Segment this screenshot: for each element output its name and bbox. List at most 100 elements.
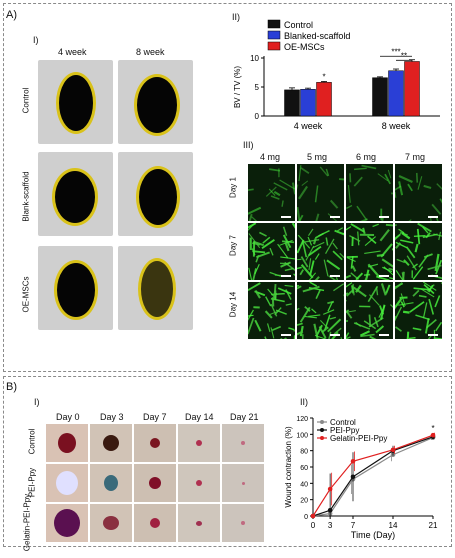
photo-row-gelatin-text: Gelatin-PEI-Ppy xyxy=(23,488,32,558)
wound-photo xyxy=(178,424,220,462)
line-y-axis-label: Wound contraction (%) xyxy=(284,426,293,508)
line-series xyxy=(313,438,433,516)
line-y-tick-label: 0 xyxy=(304,514,308,521)
fluorescence-image xyxy=(248,282,295,339)
wound-area xyxy=(196,521,202,526)
photo-col-day3: Day 3 xyxy=(100,413,124,422)
scan-row-oemscs: OE-MSCs xyxy=(22,273,31,317)
scan-blank-4week xyxy=(38,152,113,236)
panel-a-sub1-label: I) xyxy=(33,36,39,45)
bar-category-label: 8 week xyxy=(382,121,411,131)
wound-area xyxy=(150,438,160,448)
scale-bar xyxy=(428,216,438,218)
bar-y-tick-label: 5 xyxy=(255,83,260,92)
bar-y-tick-label: 0 xyxy=(255,112,260,121)
line-legend-marker xyxy=(320,436,324,440)
scan-col-8week: 8 week xyxy=(136,48,165,57)
photo-row-control: Control xyxy=(28,422,37,462)
line-point xyxy=(311,514,316,519)
bar xyxy=(373,78,388,116)
scale-bar xyxy=(330,334,340,336)
wound-photo xyxy=(222,424,264,462)
fluorescence-image xyxy=(248,223,295,280)
line-point xyxy=(328,487,333,492)
line-x-tick-label: 21 xyxy=(429,521,438,530)
scale-bar xyxy=(330,216,340,218)
line-point xyxy=(328,508,333,513)
scan-blank-8week xyxy=(118,152,193,236)
fluorescence-image xyxy=(346,164,393,221)
bar-legend-swatch xyxy=(268,31,280,39)
wound-photo xyxy=(222,504,264,542)
wound-photo xyxy=(46,424,88,462)
wound-photo-grid xyxy=(46,424,262,544)
wound-area xyxy=(241,521,245,525)
scan-col-4week: 4 week xyxy=(58,48,87,57)
scan-oemscs-8week xyxy=(118,246,193,330)
fluor-col-5mg: 5 mg xyxy=(307,153,327,162)
fluorescence-image xyxy=(395,164,442,221)
line-x-tick-label: 14 xyxy=(389,521,398,530)
fluor-col-7mg: 7 mg xyxy=(405,153,425,162)
wound-photo xyxy=(134,504,176,542)
wound-photo xyxy=(222,464,264,502)
photo-col-day14: Day 14 xyxy=(185,413,214,422)
line-annotation: * xyxy=(431,424,434,433)
scale-bar xyxy=(281,216,291,218)
fluorescence-image xyxy=(346,223,393,280)
wound-area xyxy=(196,480,202,486)
line-series xyxy=(313,435,433,516)
bar xyxy=(405,61,420,116)
photo-col-day7: Day 7 xyxy=(143,413,167,422)
line-x-tick-label: 7 xyxy=(351,521,356,530)
line-point xyxy=(351,459,356,464)
line-y-tick-label: 40 xyxy=(300,481,308,488)
wound-photo xyxy=(178,464,220,502)
scale-bar xyxy=(379,275,389,277)
panel-a-label: A) xyxy=(6,10,17,21)
fluorescence-grid xyxy=(248,164,443,344)
bar-annotation: ** xyxy=(401,51,407,60)
bar xyxy=(285,90,300,116)
line-y-tick-label: 60 xyxy=(300,465,308,472)
fluorescence-image xyxy=(248,164,295,221)
fluorescence-image xyxy=(346,282,393,339)
bar xyxy=(389,71,404,116)
wound-photo xyxy=(90,464,132,502)
bar-legend-swatch xyxy=(268,20,280,28)
line-y-tick-label: 20 xyxy=(300,498,308,505)
wound-area xyxy=(58,433,76,453)
fluor-row-day14: Day 14 xyxy=(229,287,238,323)
bar-annotation: * xyxy=(322,72,325,81)
wound-photo xyxy=(46,504,88,542)
photo-col-day0: Day 0 xyxy=(56,413,80,422)
line-point xyxy=(431,433,436,438)
scan-control-4week xyxy=(38,60,113,144)
wound-area xyxy=(149,477,161,489)
bar-y-tick-label: 10 xyxy=(250,54,259,63)
bar-category-label: 4 week xyxy=(294,121,323,131)
wound-area xyxy=(103,516,119,530)
scale-bar xyxy=(281,334,291,336)
line-y-tick-label: 100 xyxy=(296,432,308,439)
wound-photo xyxy=(90,424,132,462)
panel-b-label: B) xyxy=(6,382,17,393)
wound-area xyxy=(56,471,78,495)
wound-photo xyxy=(134,424,176,462)
line-y-tick-label: 120 xyxy=(296,416,308,423)
fluor-col-4mg: 4 mg xyxy=(260,153,280,162)
bar-annotation: *** xyxy=(391,47,400,56)
panel-a-sub3-label: III) xyxy=(243,141,254,150)
wound-area xyxy=(150,518,160,528)
line-point xyxy=(351,475,356,480)
fluor-col-6mg: 6 mg xyxy=(356,153,376,162)
scale-bar xyxy=(428,334,438,336)
fluor-row-day1: Day 1 xyxy=(229,173,238,203)
line-x-axis-label: Time (Day) xyxy=(351,530,395,540)
line-x-tick-label: 0 xyxy=(311,521,316,530)
wound-photo xyxy=(90,504,132,542)
scan-row-blank: Blank-scaffold xyxy=(22,163,31,231)
fluorescence-image xyxy=(297,164,344,221)
